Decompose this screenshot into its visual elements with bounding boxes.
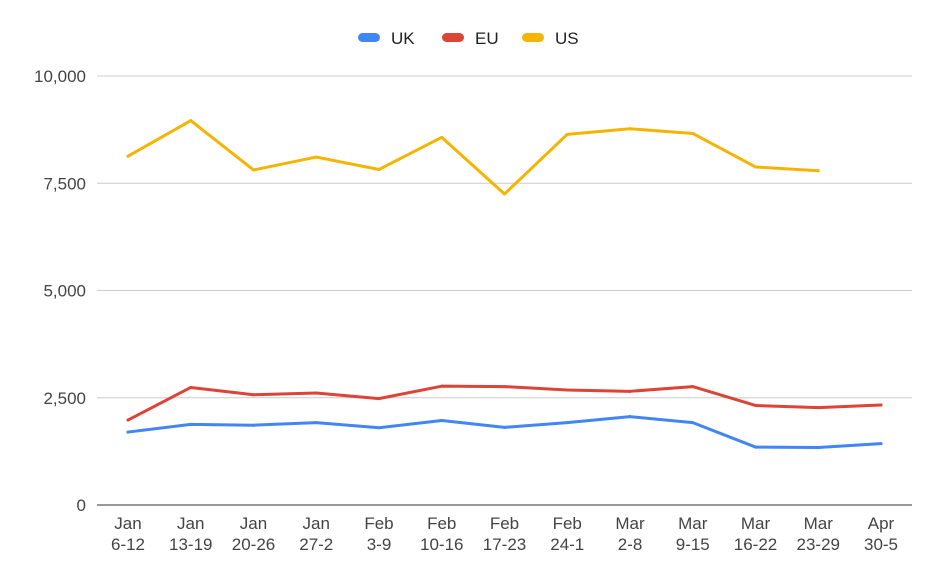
legend-label: US: [555, 29, 579, 48]
x-tick-label-days: 6-12: [111, 535, 145, 554]
legend-label: EU: [475, 29, 499, 48]
x-tick-label-days: 16-22: [734, 535, 777, 554]
axis-labels: 0 2,500 5,000 7,500 10,000 Jan 6-12 Jan 13-19 Jan…: [34, 67, 898, 554]
y-tick-label: 0: [77, 496, 86, 515]
data-point-eu: [252, 393, 255, 397]
data-point-uk: [754, 445, 757, 449]
data-point-eu: [879, 403, 883, 407]
x-tick-label-days: 17-23: [483, 535, 526, 554]
y-tick-label: 10,000: [34, 67, 86, 86]
data-point-us: [126, 154, 130, 158]
data-point-eu: [691, 385, 695, 389]
data-point-us: [691, 131, 695, 135]
data-point-uk: [189, 422, 193, 426]
legend-swatch: [358, 33, 380, 42]
x-tick-label-month: Mar: [678, 514, 708, 533]
data-point-uk: [126, 430, 130, 434]
x-tick-label-month: Feb: [553, 514, 582, 533]
data-point-us: [754, 165, 757, 169]
x-tick-label-days: 20-26: [232, 535, 275, 554]
series-uk: [126, 415, 883, 450]
y-tick-label: 5,000: [43, 282, 86, 301]
x-tick-label-days: 9-15: [676, 535, 710, 554]
series-line-uk: [126, 415, 883, 450]
x-tick-label-days: 23-29: [797, 535, 840, 554]
data-point-us: [628, 127, 632, 131]
data-point-uk: [440, 418, 444, 422]
data-point-us: [503, 192, 506, 196]
data-point-uk: [314, 421, 318, 425]
data-point-eu: [440, 384, 444, 388]
legend: UK EU US: [358, 29, 579, 48]
data-point-us: [189, 119, 193, 123]
data-point-us: [314, 155, 318, 159]
x-tick-label-days: 13-19: [169, 535, 212, 554]
data-point-uk: [503, 425, 506, 429]
x-tick-label-month: Jan: [114, 514, 141, 533]
data-point-us: [440, 135, 444, 139]
series-eu: [126, 384, 883, 422]
legend-label: UK: [391, 29, 415, 48]
x-tick-label-days: 3-9: [367, 535, 392, 554]
data-point-us: [377, 168, 381, 172]
data-point-us: [816, 169, 820, 173]
x-tick-label-month: Feb: [364, 514, 393, 533]
x-tick-label-days: 10-16: [420, 535, 463, 554]
legend-item-us[interactable]: US: [522, 29, 579, 48]
data-point-uk: [565, 421, 569, 425]
legend-swatch: [522, 33, 544, 42]
data-point-eu: [377, 397, 381, 401]
data-point-uk: [628, 415, 632, 419]
x-tick-label-month: Jan: [240, 514, 267, 533]
series-lines: [126, 119, 883, 450]
x-tick-label-month: Mar: [741, 514, 771, 533]
x-tick-label-days: 30-5: [864, 535, 898, 554]
x-tick-label-days: 2-8: [618, 535, 643, 554]
series-line-eu: [126, 384, 883, 422]
data-point-uk: [252, 423, 255, 427]
data-point-us: [565, 132, 569, 136]
series-line-us: [126, 119, 820, 196]
x-tick-label-days: 27-2: [299, 535, 333, 554]
data-point-eu: [314, 391, 318, 395]
y-tick-label: 7,500: [43, 174, 86, 193]
data-point-eu: [754, 403, 757, 407]
data-point-eu: [565, 388, 569, 392]
data-point-uk: [816, 446, 820, 450]
legend-swatch: [442, 33, 464, 42]
x-tick-label-month: Mar: [615, 514, 645, 533]
y-tick-label: 2,500: [43, 389, 86, 408]
data-point-eu: [628, 389, 632, 393]
data-point-eu: [126, 418, 130, 422]
data-point-eu: [816, 406, 820, 410]
legend-item-uk[interactable]: UK: [358, 29, 415, 48]
x-tick-label-month: Feb: [427, 514, 456, 533]
x-tick-label-month: Jan: [177, 514, 204, 533]
data-point-eu: [503, 385, 506, 389]
x-tick-label-month: Feb: [490, 514, 519, 533]
legend-item-eu[interactable]: EU: [442, 29, 499, 48]
data-point-uk: [691, 421, 695, 425]
data-point-uk: [879, 442, 883, 446]
x-tick-label-month: Apr: [868, 514, 895, 533]
x-tick-label-days: 24-1: [550, 535, 584, 554]
data-point-eu: [189, 385, 193, 389]
x-tick-label-month: Mar: [804, 514, 834, 533]
grid-lines: [97, 75, 912, 506]
data-point-us: [252, 168, 255, 172]
data-point-uk: [377, 426, 381, 430]
x-tick-label-month: Jan: [303, 514, 330, 533]
series-us: [126, 119, 820, 196]
